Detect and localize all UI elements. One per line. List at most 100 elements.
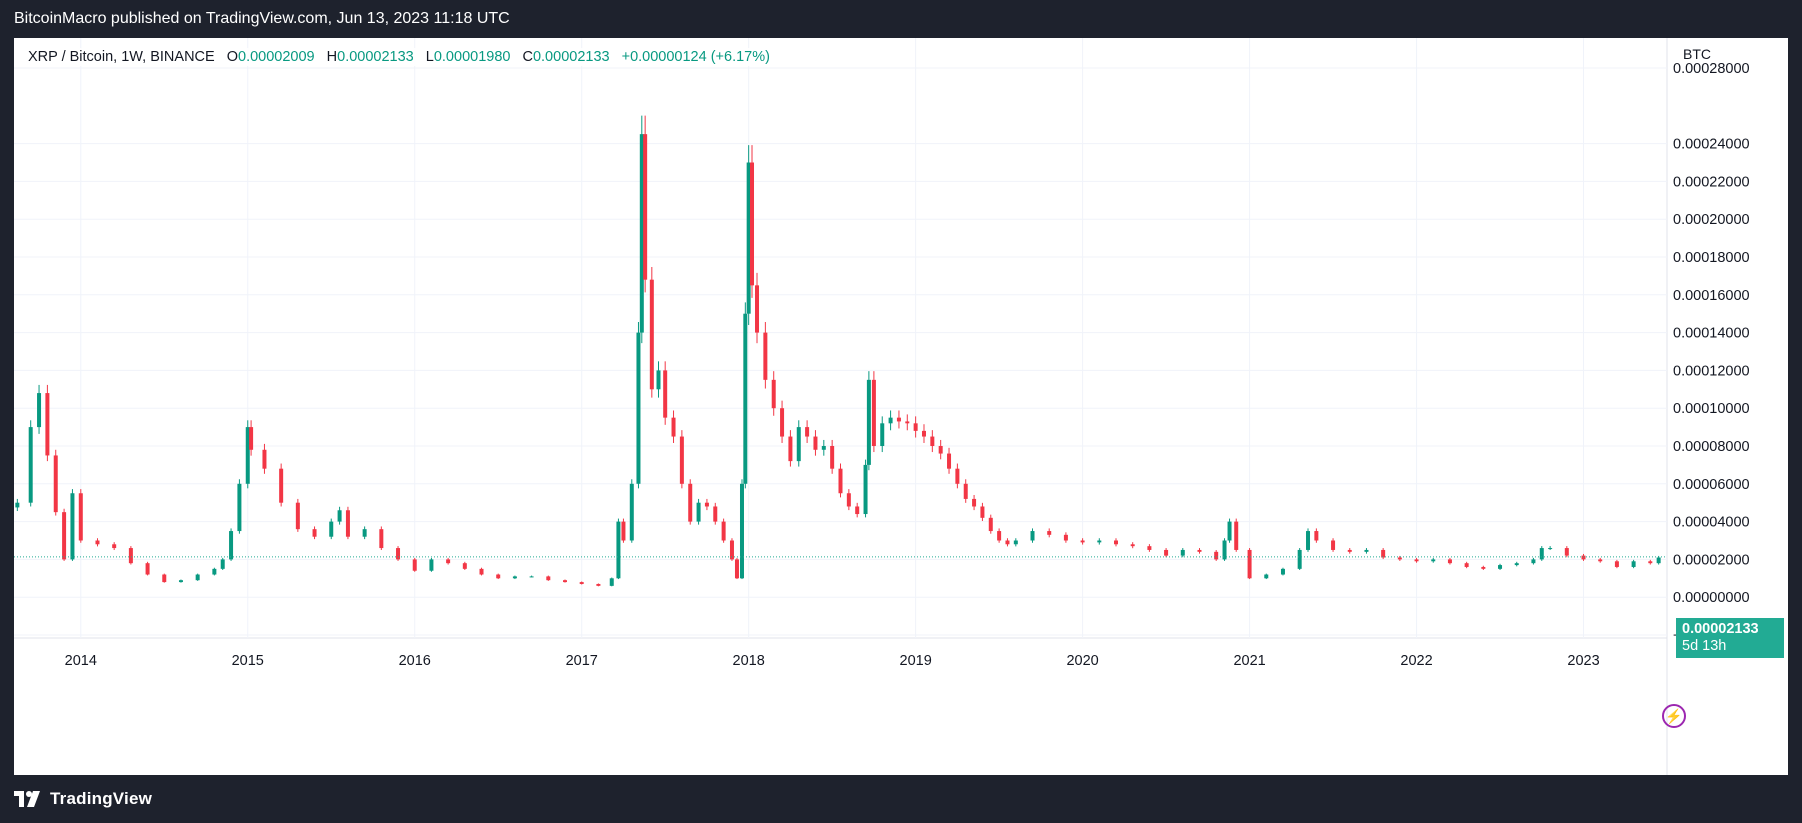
candle-body bbox=[1130, 544, 1135, 547]
candle-body bbox=[112, 544, 117, 549]
candle-body bbox=[337, 510, 342, 522]
y-tick-label: 0.00004000 bbox=[1673, 515, 1750, 531]
candle-body bbox=[1539, 548, 1544, 560]
candle-body bbox=[688, 483, 693, 522]
candle-body bbox=[1364, 549, 1369, 552]
lightning-icon[interactable]: ⚡ bbox=[1662, 704, 1686, 728]
candle-body bbox=[621, 521, 626, 541]
candle-body bbox=[1548, 548, 1553, 550]
candle-body bbox=[696, 502, 701, 522]
low-value: 0.00001980 bbox=[433, 49, 511, 65]
high-value: 0.00002133 bbox=[337, 49, 414, 65]
chart-pane[interactable]: 0.00028000 0.00024000 0.00022000 0.00020000… bbox=[14, 38, 1788, 775]
candle-body bbox=[1280, 568, 1285, 575]
y-tick-label: 0.00016000 bbox=[1673, 288, 1750, 304]
y-tick-label: 0.00028000 bbox=[1673, 61, 1750, 77]
candle-body bbox=[1531, 559, 1536, 564]
y-tick-label: 0.00022000 bbox=[1673, 174, 1750, 190]
candle-body bbox=[1247, 549, 1252, 579]
candle-body bbox=[729, 540, 734, 560]
candle-body bbox=[636, 332, 641, 484]
candle-body bbox=[95, 540, 100, 545]
candle-body bbox=[345, 510, 350, 537]
candle-body bbox=[609, 578, 614, 586]
candle-body bbox=[1498, 565, 1503, 569]
candle-body bbox=[229, 531, 234, 560]
price-chart[interactable]: 0.00028000 0.00024000 0.00022000 0.00020000… bbox=[14, 38, 1788, 775]
candle-body bbox=[746, 162, 751, 314]
candle-body bbox=[947, 453, 952, 469]
tradingview-logo-text: TradingView bbox=[50, 789, 153, 808]
candle-body bbox=[663, 370, 668, 418]
candle-body bbox=[639, 134, 644, 333]
candle-body bbox=[938, 446, 943, 454]
x-tick-label: 2021 bbox=[1233, 653, 1265, 669]
candle-body bbox=[1164, 549, 1169, 556]
y-tick-label: 0.00006000 bbox=[1673, 477, 1750, 493]
candle-body bbox=[1013, 540, 1018, 545]
open-value: 0.00002009 bbox=[238, 49, 315, 65]
publisher-header: BitcoinMacro published on TradingView.co… bbox=[0, 0, 1802, 38]
candle-body bbox=[1227, 521, 1232, 541]
candle-body bbox=[1598, 559, 1603, 562]
bar-countdown: 5d 13h bbox=[1682, 638, 1727, 654]
candle-body bbox=[671, 417, 676, 437]
candle-body bbox=[629, 483, 634, 541]
candle-body bbox=[1063, 534, 1068, 541]
last-price-tag: 0.00002133 5d 13h bbox=[1676, 618, 1784, 658]
candle-body bbox=[1381, 549, 1386, 558]
y-tick-label: 0.00024000 bbox=[1673, 137, 1750, 153]
candle-body bbox=[220, 559, 225, 569]
candle-body bbox=[788, 436, 793, 462]
candle-body bbox=[1180, 549, 1185, 556]
y-tick-label: 0.00010000 bbox=[1673, 401, 1750, 417]
candle-body bbox=[212, 568, 217, 575]
candle-body bbox=[1005, 540, 1010, 545]
candle-body bbox=[1648, 561, 1653, 564]
candle-body bbox=[1656, 557, 1661, 564]
candle-body bbox=[596, 583, 601, 586]
candle-body bbox=[1222, 540, 1227, 560]
candle-body bbox=[37, 393, 42, 428]
candle-body bbox=[997, 531, 1002, 541]
candle-body bbox=[1481, 566, 1486, 569]
candle-body bbox=[412, 559, 417, 571]
candle-body bbox=[750, 162, 755, 286]
candle-body bbox=[763, 332, 768, 380]
x-tick-label: 2017 bbox=[566, 653, 598, 669]
y-tick-label: 0.00002000 bbox=[1673, 552, 1750, 568]
candle-body bbox=[704, 502, 709, 507]
candle-body bbox=[913, 423, 918, 431]
candle-body bbox=[512, 576, 517, 579]
candle-body bbox=[771, 379, 776, 409]
candle-body bbox=[643, 134, 648, 280]
y-tick-label: 0.00008000 bbox=[1673, 439, 1750, 455]
candle-body bbox=[1080, 540, 1085, 543]
candle-body bbox=[721, 521, 726, 541]
candle-body bbox=[249, 427, 254, 450]
candle-body bbox=[162, 574, 167, 583]
candle-body bbox=[713, 506, 718, 522]
candle-body bbox=[312, 529, 317, 537]
candle-body bbox=[1147, 546, 1152, 550]
candle-body bbox=[379, 529, 384, 549]
last-price-value: 0.00002133 bbox=[1682, 621, 1759, 637]
candle-body bbox=[888, 417, 893, 424]
x-tick-label: 2023 bbox=[1567, 653, 1599, 669]
close-label: C bbox=[522, 49, 533, 65]
candle-body bbox=[1564, 548, 1569, 556]
candle-body bbox=[649, 279, 654, 390]
candle-body bbox=[496, 574, 501, 579]
candle-body bbox=[62, 512, 67, 560]
candle-body bbox=[739, 483, 744, 579]
x-tick-label: 2022 bbox=[1400, 653, 1432, 669]
candle-body bbox=[45, 393, 50, 456]
candle-body bbox=[1414, 559, 1419, 562]
candle-body bbox=[980, 506, 985, 518]
candle-body bbox=[813, 436, 818, 450]
candle-body bbox=[245, 427, 250, 484]
candle-body bbox=[1447, 559, 1452, 564]
candle-body bbox=[1614, 561, 1619, 567]
y-tick-label: 0.00000000 bbox=[1673, 590, 1750, 606]
candle-body bbox=[1114, 540, 1118, 545]
